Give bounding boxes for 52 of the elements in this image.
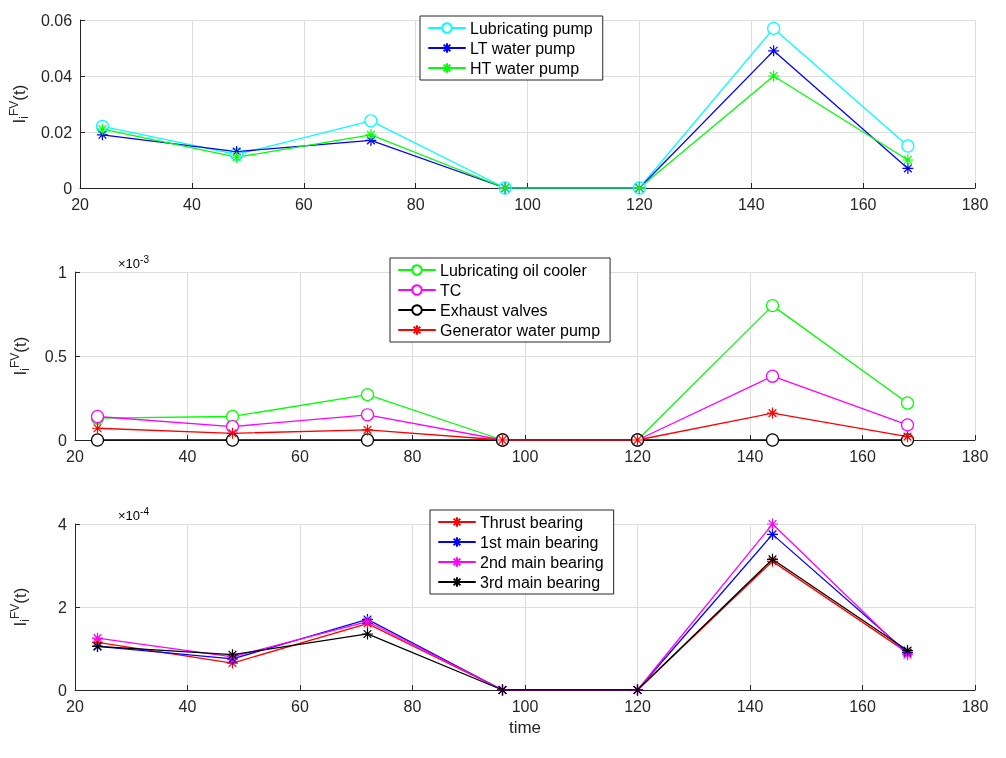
legend-label: TC: [440, 281, 462, 299]
y-tick-label: 0: [58, 681, 68, 699]
legend-label: Thrust bearing: [480, 513, 584, 531]
y-tick-label: 0.04: [40, 67, 73, 85]
y-axis-title: IiFV(t): [8, 587, 32, 627]
x-tick-label: 100: [514, 195, 541, 213]
y-tick-label: 0.06: [40, 11, 73, 29]
x-tick-label: 80: [403, 697, 422, 715]
x-tick-label: 140: [736, 697, 764, 715]
legend-label: LT water pump: [470, 39, 576, 57]
y-axis-title: IiFV(t): [8, 336, 32, 376]
legend-label: Generator water pump: [440, 321, 601, 339]
x-tick-label: 60: [294, 195, 313, 213]
x-tick-label: 120: [626, 195, 653, 213]
x-tick-label: 160: [849, 195, 877, 213]
y-tick-label: 0.5: [44, 347, 68, 365]
x-tick-label: 120: [624, 447, 651, 465]
x-tick-label: 80: [406, 195, 425, 213]
y-axis-title: IiFV(t): [7, 84, 31, 124]
x-tick-label: 140: [736, 447, 764, 465]
x-tick-label: 160: [849, 697, 876, 715]
x-tick-label: 20: [71, 195, 90, 213]
legend-label: Exhaust valves: [440, 301, 548, 319]
x-tick-label: 180: [961, 195, 989, 213]
x-tick-label: 60: [291, 697, 309, 715]
x-tick-label: 180: [961, 447, 989, 465]
legend-label: HT water pump: [470, 59, 580, 77]
legend-label: 3rd main bearing: [480, 573, 601, 591]
x-axis-title: time: [508, 717, 542, 737]
legend-label: 1st main bearing: [480, 533, 599, 551]
y-tick-label: 0: [63, 179, 73, 197]
x-tick-label: 120: [624, 697, 651, 715]
y-tick-label: 2: [58, 598, 68, 616]
x-tick-label: 180: [961, 697, 989, 715]
legend-label: 2nd main bearing: [480, 553, 604, 571]
x-tick-label: 160: [849, 447, 876, 465]
y-tick-label: 0.02: [40, 123, 73, 141]
x-tick-label: 40: [183, 195, 201, 213]
y-tick-label: 4: [58, 515, 68, 533]
legend-label: Lubricating oil cooler: [440, 261, 588, 279]
legend-label: Lubricating pump: [470, 19, 593, 37]
x-tick-label: 140: [737, 195, 765, 213]
x-tick-label: 40: [178, 697, 197, 715]
x-tick-label: 20: [66, 447, 84, 465]
x-tick-label: 100: [511, 447, 539, 465]
x-tick-label: 20: [66, 697, 84, 715]
x-tick-label: 100: [511, 697, 539, 715]
x-tick-label: 80: [403, 447, 422, 465]
y-tick-label: 0: [58, 431, 68, 449]
x-tick-label: 60: [291, 447, 309, 465]
y-tick-label: 1: [58, 263, 68, 281]
x-tick-label: 40: [178, 447, 197, 465]
